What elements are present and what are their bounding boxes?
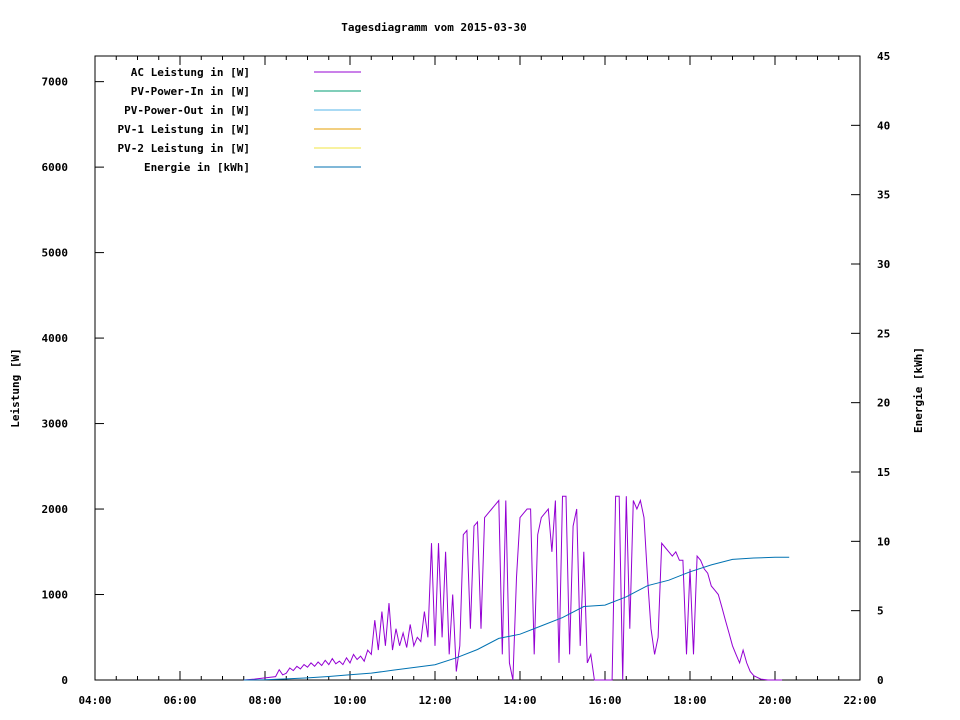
y-tick-label: 7000 <box>42 76 69 89</box>
x-tick-label: 18:00 <box>673 694 706 707</box>
legend-label-2: PV-Power-In in [W] <box>131 85 250 98</box>
y2-tick-label: 35 <box>877 189 890 202</box>
y-tick-label: 2000 <box>42 503 69 516</box>
y-tick-label: 5000 <box>42 247 69 260</box>
x-tick-label: 16:00 <box>588 694 621 707</box>
y2-tick-label: 15 <box>877 466 890 479</box>
x-tick-label: 04:00 <box>78 694 111 707</box>
y-axis-label: Leistung [W] <box>9 348 22 427</box>
x-tick-label: 20:00 <box>758 694 791 707</box>
y2-tick-label: 25 <box>877 327 890 340</box>
y2-tick-label: 20 <box>877 397 890 410</box>
legend-label-5: PV-2 Leistung in [W] <box>118 142 250 155</box>
chart-title: Tagesdiagramm vom 2015-03-30 <box>341 21 526 34</box>
series-line-6 <box>243 556 790 681</box>
y2-tick-label: 40 <box>877 119 890 132</box>
axes-group: 04:00 06:00 08:00 10:00 12:00 14:00 16:00 18:00… <box>42 50 891 707</box>
x-tick-label: 10:00 <box>333 694 366 707</box>
y-tick-label: 3000 <box>42 418 69 431</box>
y2-tick-label: 45 <box>877 50 890 63</box>
y2-tick-label: 30 <box>877 258 890 271</box>
y-tick-label: 4000 <box>42 332 69 345</box>
y-tick-label: 1000 <box>42 589 69 602</box>
legend-label-6: Energie in [kWh] <box>144 161 250 174</box>
y2-axis-label: Energie [kWh] <box>912 347 925 433</box>
legend: AC Leistung in [W] PV-Power-In in [W] PV-P… <box>118 66 361 174</box>
x-tick-label: 14:00 <box>503 694 536 707</box>
series-group <box>243 495 790 681</box>
legend-label-4: PV-1 Leistung in [W] <box>118 123 250 136</box>
y2-tick-label: 0 <box>877 674 884 687</box>
y2-tick-label: 10 <box>877 535 890 548</box>
legend-label-3: PV-Power-Out in [W] <box>124 104 250 117</box>
y-tick-label: 6000 <box>42 161 69 174</box>
y-tick-label: 0 <box>61 674 68 687</box>
series-line-1 <box>243 495 783 681</box>
x-tick-label: 22:00 <box>843 694 876 707</box>
y2-tick-label: 5 <box>877 605 884 618</box>
legend-label-1: AC Leistung in [W] <box>131 66 250 79</box>
x-tick-label: 06:00 <box>163 694 196 707</box>
x-tick-label: 08:00 <box>248 694 281 707</box>
x-tick-label: 12:00 <box>418 694 451 707</box>
